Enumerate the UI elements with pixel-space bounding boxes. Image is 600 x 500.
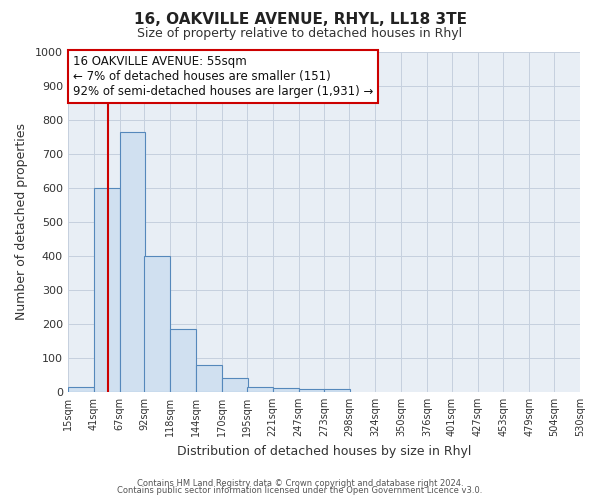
Text: Contains HM Land Registry data © Crown copyright and database right 2024.: Contains HM Land Registry data © Crown c… bbox=[137, 478, 463, 488]
Bar bbox=[247, 387, 272, 392]
Bar bbox=[272, 388, 299, 392]
Text: 16, OAKVILLE AVENUE, RHYL, LL18 3TE: 16, OAKVILLE AVENUE, RHYL, LL18 3TE bbox=[133, 12, 467, 28]
Y-axis label: Number of detached properties: Number of detached properties bbox=[15, 123, 28, 320]
Bar bbox=[196, 366, 222, 392]
Bar bbox=[119, 132, 145, 392]
X-axis label: Distribution of detached houses by size in Rhyl: Distribution of detached houses by size … bbox=[177, 444, 471, 458]
Bar bbox=[325, 388, 350, 392]
Bar bbox=[170, 329, 196, 392]
Bar bbox=[222, 378, 248, 392]
Bar bbox=[145, 256, 170, 392]
Text: 16 OAKVILLE AVENUE: 55sqm
← 7% of detached houses are smaller (151)
92% of semi-: 16 OAKVILLE AVENUE: 55sqm ← 7% of detach… bbox=[73, 55, 373, 98]
Bar bbox=[299, 388, 325, 392]
Text: Contains public sector information licensed under the Open Government Licence v3: Contains public sector information licen… bbox=[118, 486, 482, 495]
Text: Size of property relative to detached houses in Rhyl: Size of property relative to detached ho… bbox=[137, 28, 463, 40]
Bar bbox=[68, 387, 94, 392]
Bar bbox=[94, 188, 119, 392]
